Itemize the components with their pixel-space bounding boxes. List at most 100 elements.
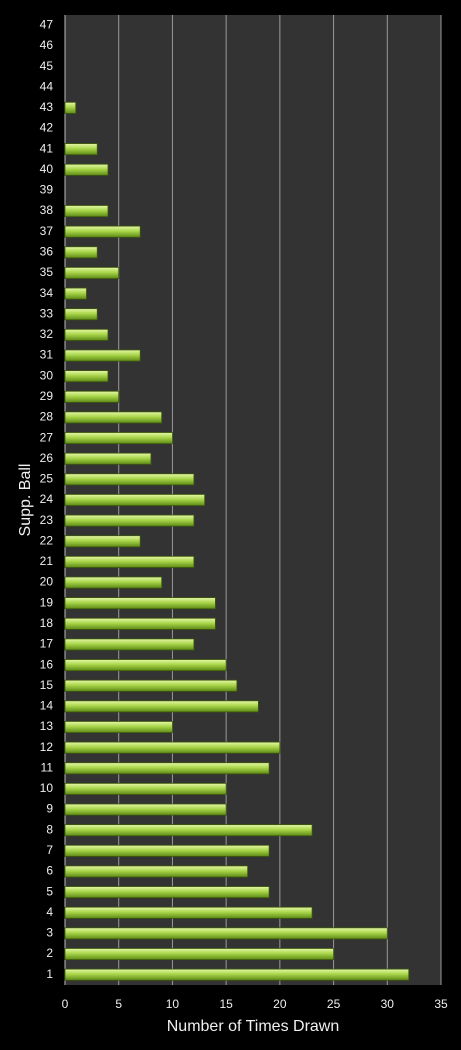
y-tick-label: 46 bbox=[40, 38, 54, 52]
y-tick-label: 34 bbox=[40, 286, 54, 300]
y-tick-label: 15 bbox=[40, 678, 54, 692]
y-tick-label: 28 bbox=[40, 410, 54, 424]
y-tick-label: 31 bbox=[40, 348, 54, 362]
bar bbox=[64, 824, 313, 837]
y-tick-label: 9 bbox=[46, 802, 53, 816]
y-tick-label: 37 bbox=[40, 224, 54, 238]
bar bbox=[64, 886, 270, 899]
bar bbox=[64, 865, 249, 878]
y-tick-label: 22 bbox=[40, 533, 54, 547]
bar bbox=[64, 452, 152, 465]
y-tick-label: 2 bbox=[46, 946, 53, 960]
bar bbox=[64, 700, 259, 713]
y-tick-label: 32 bbox=[40, 327, 54, 341]
bar bbox=[64, 535, 141, 548]
y-tick-label: 20 bbox=[40, 575, 54, 589]
bar bbox=[64, 576, 163, 589]
y-tick-label: 36 bbox=[40, 245, 54, 259]
x-tick-label: 20 bbox=[273, 997, 287, 1011]
bar bbox=[64, 762, 270, 775]
y-tick-label: 29 bbox=[40, 389, 54, 403]
bar bbox=[64, 514, 195, 527]
bar bbox=[64, 803, 227, 816]
y-tick-label: 1 bbox=[46, 967, 53, 981]
bar bbox=[64, 617, 216, 630]
bar bbox=[64, 494, 206, 506]
bar bbox=[64, 225, 141, 238]
y-tick-label: 17 bbox=[40, 637, 54, 651]
bar bbox=[64, 948, 334, 961]
y-tick-label: 42 bbox=[40, 121, 54, 135]
y-tick-label: 21 bbox=[40, 554, 54, 568]
y-tick-label: 4 bbox=[46, 905, 53, 919]
bar bbox=[64, 782, 227, 795]
y-tick-label: 16 bbox=[40, 657, 54, 671]
bar bbox=[64, 328, 109, 341]
y-tick-label: 5 bbox=[46, 884, 53, 898]
bar bbox=[64, 679, 238, 692]
y-tick-label: 7 bbox=[46, 843, 53, 857]
y-tick-label: 3 bbox=[46, 926, 53, 940]
bar bbox=[64, 741, 281, 754]
bar bbox=[64, 390, 120, 403]
y-tick-label: 10 bbox=[40, 781, 54, 795]
x-tick-label: 25 bbox=[327, 997, 341, 1011]
y-tick-label: 19 bbox=[40, 595, 54, 609]
bar bbox=[64, 411, 163, 424]
y-tick-label: 18 bbox=[40, 616, 54, 630]
x-tick-label: 35 bbox=[434, 997, 448, 1011]
bar bbox=[64, 555, 195, 568]
bar bbox=[64, 844, 270, 857]
y-tick-label: 41 bbox=[40, 141, 54, 155]
x-tick-label: 30 bbox=[381, 997, 395, 1011]
y-tick-label: 27 bbox=[40, 430, 54, 444]
y-tick-label: 40 bbox=[40, 162, 54, 176]
bar bbox=[64, 101, 77, 114]
bar bbox=[64, 143, 98, 156]
x-tick-label: 5 bbox=[115, 997, 122, 1011]
y-tick-label: 24 bbox=[40, 492, 54, 506]
bar bbox=[64, 597, 216, 610]
bar bbox=[64, 349, 141, 362]
y-tick-label: 12 bbox=[40, 740, 54, 754]
bar bbox=[64, 432, 173, 445]
y-tick-label: 45 bbox=[40, 59, 54, 73]
bar bbox=[64, 267, 120, 279]
bar bbox=[64, 906, 313, 919]
x-tick-label: 10 bbox=[166, 997, 180, 1011]
bar bbox=[64, 927, 388, 940]
y-tick-label: 13 bbox=[40, 719, 54, 733]
bar bbox=[64, 246, 98, 259]
y-tick-label: 30 bbox=[40, 368, 54, 382]
bar bbox=[64, 659, 227, 672]
bar bbox=[64, 968, 410, 981]
bar bbox=[64, 473, 195, 486]
y-tick-label: 14 bbox=[40, 699, 54, 713]
y-tick-label: 43 bbox=[40, 100, 54, 114]
y-axis-title: Supp. Ball bbox=[17, 464, 34, 537]
y-tick-label: 38 bbox=[40, 203, 54, 217]
y-tick-label: 8 bbox=[46, 822, 53, 836]
bar bbox=[64, 287, 87, 300]
x-tick-label: 15 bbox=[219, 997, 233, 1011]
bar bbox=[64, 370, 109, 383]
y-tick-label: 26 bbox=[40, 451, 54, 465]
y-tick-label: 39 bbox=[40, 183, 54, 197]
bar bbox=[64, 163, 109, 176]
bar bbox=[64, 308, 98, 321]
bar bbox=[64, 638, 195, 651]
y-tick-label: 44 bbox=[40, 79, 54, 93]
y-tick-label: 23 bbox=[40, 513, 54, 527]
y-tick-label: 47 bbox=[40, 17, 54, 31]
y-tick-label: 25 bbox=[40, 472, 54, 486]
y-tick-label: 6 bbox=[46, 864, 53, 878]
bar bbox=[64, 721, 173, 733]
x-axis-title: Number of Times Drawn bbox=[167, 1018, 340, 1035]
bar bbox=[64, 205, 109, 218]
y-tick-label: 33 bbox=[40, 306, 54, 320]
y-tick-label: 11 bbox=[41, 760, 54, 774]
x-tick-label: 0 bbox=[62, 997, 69, 1011]
y-tick-label: 35 bbox=[40, 265, 54, 279]
